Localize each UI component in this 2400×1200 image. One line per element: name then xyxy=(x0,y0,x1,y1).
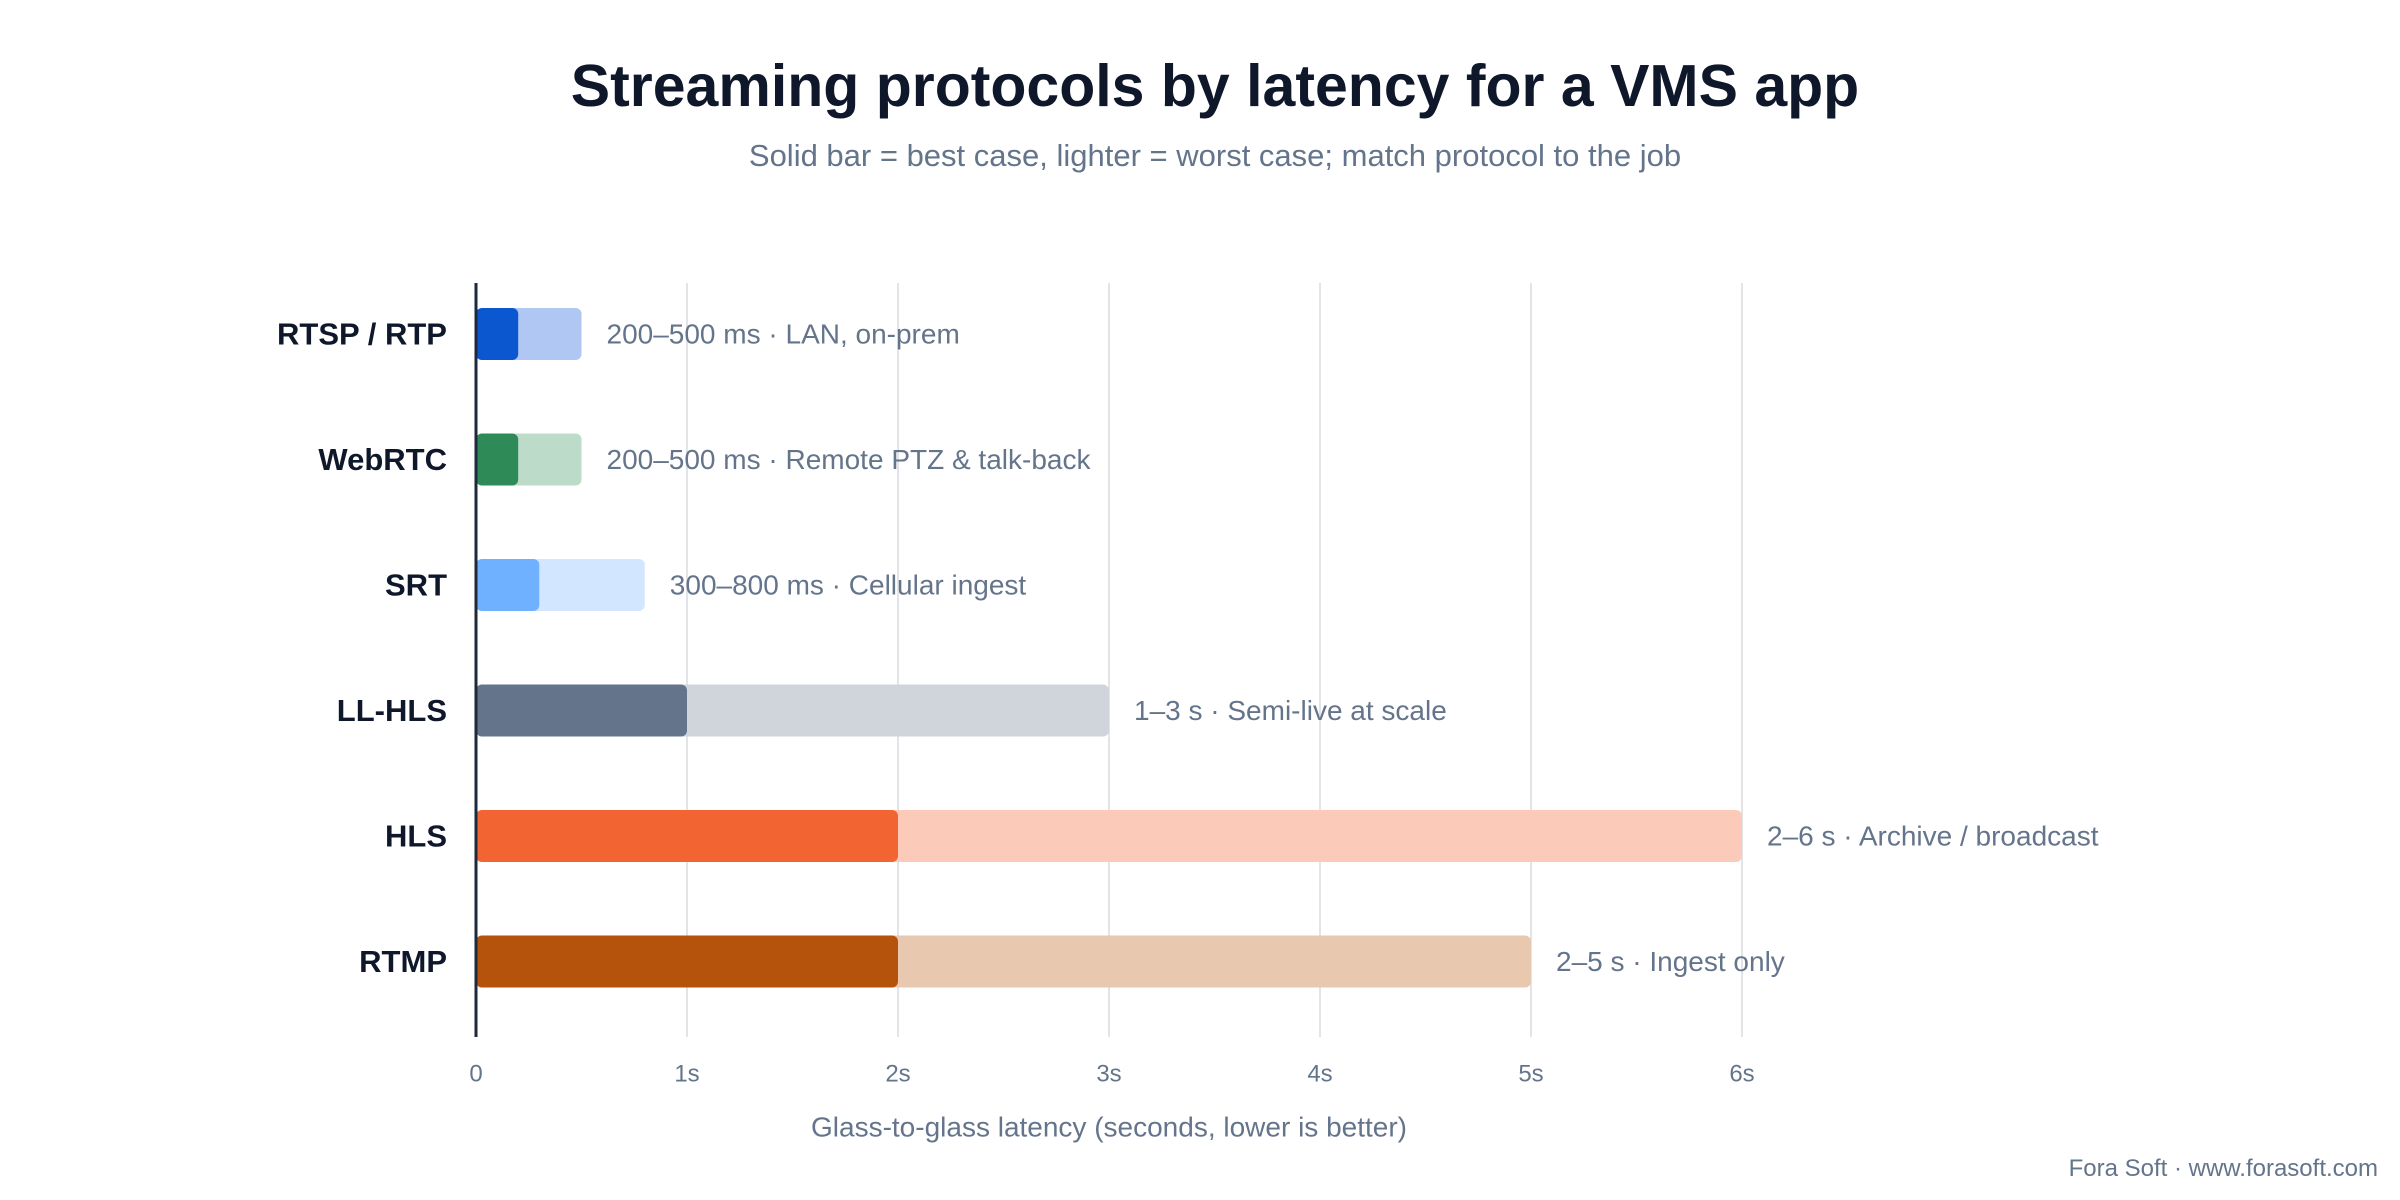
category-label-hls: HLS xyxy=(385,819,447,854)
chart-subtitle: Solid bar = best case, lighter = worst c… xyxy=(748,138,1682,173)
x-tick-label-4s: 4s xyxy=(1307,1061,1332,1088)
category-label-rtsp-rtp: RTSP / RTP xyxy=(277,317,447,352)
x-tick-label-2s: 2s xyxy=(885,1061,910,1088)
x-tick-label-1s: 1s xyxy=(674,1061,699,1088)
bar-best-rtsp-rtp xyxy=(476,308,519,360)
bar-best-hls xyxy=(476,810,898,862)
x-tick-label-3s: 3s xyxy=(1096,1061,1121,1088)
annotation-srt: 300–800 ms · Cellular ingest xyxy=(670,570,1027,601)
bar-best-srt xyxy=(476,559,540,611)
annotation-hls: 2–6 s · Archive / broadcast xyxy=(1767,821,2099,852)
annotation-rtmp: 2–5 s · Ingest only xyxy=(1556,946,1785,977)
bar-best-rtmp xyxy=(476,935,898,988)
category-label-ll-hls: LL-HLS xyxy=(337,693,447,728)
x-axis-title: Glass-to-glass latency (seconds, lower i… xyxy=(811,1112,1407,1143)
footer-credit: Fora Soft · www.forasoft.com xyxy=(2068,1155,2378,1182)
category-label-rtmp: RTMP xyxy=(359,944,447,979)
x-tick-label-0: 0 xyxy=(469,1061,482,1088)
bar-best-ll-hls xyxy=(476,684,687,737)
bar-best-webrtc xyxy=(476,433,519,486)
annotation-rtsp-rtp: 200–500 ms · LAN, on-prem xyxy=(607,319,960,350)
annotation-webrtc: 200–500 ms · Remote PTZ & talk-back xyxy=(607,444,1092,475)
x-tick-label-5s: 5s xyxy=(1518,1061,1543,1088)
category-label-srt: SRT xyxy=(385,568,447,603)
chart-title: Streaming protocols by latency for a VMS… xyxy=(570,53,1860,119)
category-label-webrtc: WebRTC xyxy=(318,442,447,477)
annotation-ll-hls: 1–3 s · Semi-live at scale xyxy=(1134,695,1447,726)
x-tick-label-6s: 6s xyxy=(1729,1061,1754,1088)
